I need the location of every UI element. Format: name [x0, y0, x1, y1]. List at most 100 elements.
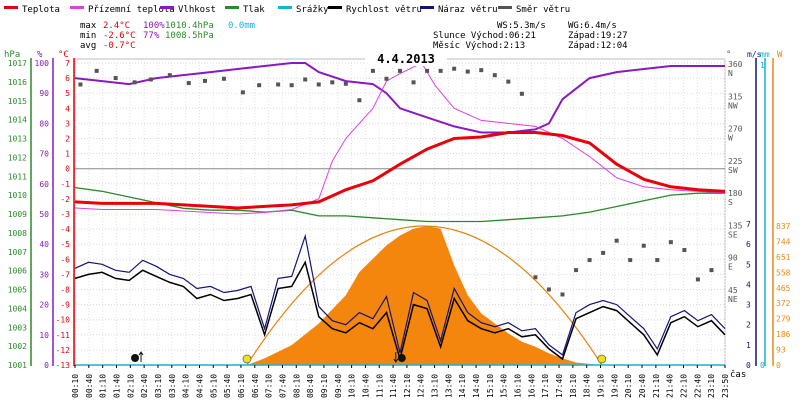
pressure-tick-label: 1005 [8, 286, 27, 295]
humidity-tick-label: 40 [39, 240, 49, 249]
solar-tick-label: 372 [776, 299, 791, 308]
wind-dir-name-label: NW [728, 101, 738, 110]
x-tick-label: 22:40 [693, 374, 702, 398]
x-tick-label: 14:10 [458, 374, 467, 398]
wind-direction-point [148, 77, 153, 82]
pressure-tick-label: 1006 [8, 267, 27, 276]
temperature-tick-label: -9 [60, 301, 70, 310]
legend-swatch [160, 6, 174, 9]
wind-direction-point [132, 80, 137, 85]
wind-direction-point [221, 76, 226, 81]
wind-direction-point [343, 81, 348, 86]
x-tick-label: 04:10 [182, 374, 191, 398]
temperature-tick-label: 4 [65, 104, 70, 113]
wind-dir-tick-label: 270 [728, 125, 743, 134]
wind-direction-point [560, 292, 565, 297]
wind-direction-point [357, 98, 362, 103]
solar-tick-label: 93 [776, 346, 786, 355]
grid [74, 58, 726, 366]
pressure-tick-label: 1014 [8, 116, 27, 125]
x-tick-label: 19:10 [597, 374, 606, 398]
wind-direction-point [695, 277, 700, 282]
legend-label: Srážky [296, 5, 329, 15]
legend-label: Přízemní teplota [88, 5, 175, 15]
x-tick-label: 00:10 [71, 374, 80, 398]
moonset-marker [397, 354, 406, 362]
unit-pct: % [37, 50, 43, 60]
x-tick-label: 04:40 [195, 374, 204, 398]
wind-direction-point [601, 250, 606, 255]
legend-label: Náraz větru [438, 5, 498, 15]
rain-tick-label: 0 [760, 361, 765, 370]
wind-direction-point [113, 76, 118, 81]
wind-dir-name-label: SW [728, 166, 738, 175]
humidity-tick-label: 10 [39, 331, 49, 340]
unit-time: čas [730, 369, 746, 380]
wind-direction-point [614, 238, 619, 243]
wind-direction-point [682, 248, 687, 253]
solar-tick-label: 651 [776, 253, 791, 262]
pressure-tick-label: 1017 [8, 59, 27, 68]
temperature-tick-label: 5 [65, 89, 70, 98]
temperature-tick-label: 1 [65, 150, 70, 159]
temperature-tick-label: 2 [65, 135, 70, 144]
pressure-tick-label: 1013 [8, 135, 27, 144]
pressure-tick-label: 1010 [8, 191, 27, 200]
unit-deg: ° [726, 50, 731, 60]
temperature-tick-label: -11 [56, 331, 71, 340]
wind-dir-name-label: S [728, 198, 733, 207]
x-tick-label: 20:40 [638, 374, 647, 398]
legend-label: Tlak [243, 5, 265, 15]
temperature-tick-label: -13 [56, 361, 71, 370]
solar-tick-label: 744 [776, 237, 791, 246]
wind-direction-point [398, 68, 402, 73]
x-tick-label: 10:10 [348, 374, 357, 398]
legend-swatch [70, 6, 84, 9]
wind-direction-point [519, 91, 524, 96]
legend-swatch [420, 6, 434, 9]
wind-tick-label: 2 [746, 321, 751, 330]
x-tick-label: 09:40 [334, 374, 343, 398]
wind-direction-point [186, 81, 191, 86]
humidity-tick-label: 0 [44, 361, 49, 370]
stats-min-hum: 77% [143, 31, 160, 41]
wind-dir-name-label: SE [728, 230, 738, 239]
wind-direction-point [289, 83, 294, 88]
x-tick-label: 19:40 [610, 374, 619, 398]
wind-direction-point [465, 69, 470, 74]
solar-tick-label: 465 [776, 284, 791, 293]
wind-direction-point [574, 268, 579, 273]
x-tick-label: 12:10 [403, 374, 412, 398]
wind-gust-line [74, 233, 726, 356]
x-tick-label: 08:40 [306, 374, 315, 398]
temperature-tick-label: -8 [60, 286, 70, 295]
moonrise-arrow [138, 351, 144, 362]
x-tick-label: 17:40 [555, 374, 564, 398]
wind-direction-point [257, 83, 262, 88]
wind-dir-tick-label: 225 [728, 157, 743, 166]
pressure-tick-label: 1011 [8, 172, 27, 181]
wind-direction-point [276, 82, 281, 87]
x-tick-label: 10:40 [361, 374, 370, 398]
stats-min-label: min [80, 31, 96, 41]
wind-dir-name-label: NE [728, 295, 738, 304]
wind-direction-point [546, 287, 551, 292]
temperature-tick-label: -7 [60, 270, 70, 279]
axis-units: hPa % °C ° m/s mm W čas [4, 50, 783, 380]
x-tick-label: 16:40 [527, 374, 536, 398]
wind-tick-label: 7 [746, 220, 751, 229]
wind-direction-point [506, 79, 511, 84]
x-tick-label: 23:50 [721, 374, 730, 398]
wind-direction-point [78, 82, 83, 87]
temperature-tick-label: -4 [60, 225, 70, 234]
x-tick-label: 11:40 [389, 374, 398, 398]
x-tick-label: 21:10 [652, 374, 661, 398]
wind-direction-point [709, 268, 714, 273]
x-tick-label: 15:40 [500, 374, 509, 398]
wind-dir-tick-label: 45 [728, 286, 738, 295]
stats-avg-label: avg [80, 41, 96, 51]
wind-tick-label: 6 [746, 240, 751, 249]
solar-tick-label: 279 [776, 315, 791, 324]
stats-ws: WS:5.3m/s [497, 21, 546, 31]
x-tick-label: 05:40 [223, 374, 232, 398]
